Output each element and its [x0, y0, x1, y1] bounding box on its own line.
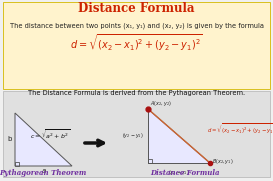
Text: Distance Formula: Distance Formula — [78, 3, 195, 16]
Text: The Distance Formula is derived from the Pythagorean Theorem.: The Distance Formula is derived from the… — [28, 90, 245, 96]
Text: $(y_2-y_1)$: $(y_2-y_1)$ — [122, 132, 144, 140]
Text: Distance Formula: Distance Formula — [150, 169, 220, 177]
Text: The distance between two points (x₁, y₁) and (x₂, y₂) is given by the formula: The distance between two points (x₁, y₁)… — [10, 23, 263, 29]
Text: b: b — [8, 136, 12, 142]
Bar — [3, 2, 270, 89]
Text: $A(x_2,y_2)$: $A(x_2,y_2)$ — [150, 98, 172, 108]
Text: $(x_2-x_1)$: $(x_2-x_1)$ — [168, 168, 190, 177]
Bar — [148, 159, 152, 163]
Bar — [15, 162, 19, 166]
Polygon shape — [148, 109, 210, 163]
Text: a: a — [42, 168, 46, 174]
Text: Pythagorean Theorem: Pythagorean Theorem — [0, 169, 87, 177]
Bar — [3, 91, 270, 177]
Text: $c = \sqrt{a^2+b^2}$: $c = \sqrt{a^2+b^2}$ — [30, 127, 70, 141]
Text: $d = \sqrt{(x_2-x_1)^2+(y_2-y_1)^2}$: $d = \sqrt{(x_2-x_1)^2+(y_2-y_1)^2}$ — [207, 122, 273, 136]
Text: $d = \sqrt{(x_2 - x_1)^2 + (y_2 - y_1)^2}$: $d = \sqrt{(x_2 - x_1)^2 + (y_2 - y_1)^2… — [70, 33, 203, 53]
Polygon shape — [15, 113, 72, 166]
Text: $B(x_2,y_1)$: $B(x_2,y_1)$ — [212, 157, 234, 165]
